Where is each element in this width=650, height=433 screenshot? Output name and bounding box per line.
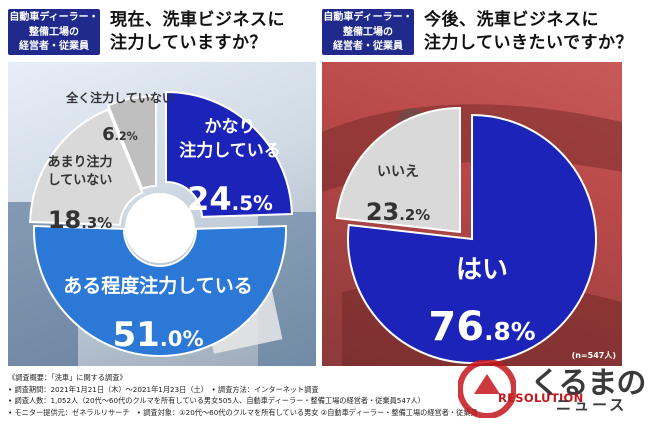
slice-wedge — [335, 106, 461, 234]
slice-label: かなり — [205, 117, 256, 137]
resolution-logo-text: RESOLUTION — [498, 391, 584, 405]
slice-value-label: 51.0% — [112, 315, 203, 355]
slice-1 — [165, 90, 293, 218]
slice-label: 全く注力していない — [65, 90, 174, 105]
news-logo-text: ニュース — [556, 396, 628, 414]
right-respondent-tag: 自動車ディーラー・ 整備工場の 経営者・従業員 — [322, 9, 414, 55]
survey-notes: 《調査概要：「洗車」に関する調査》 • 調査期間：2021年1月21日（木）～2… — [8, 372, 478, 418]
slice-wedge — [29, 108, 144, 226]
slice-3 — [29, 108, 144, 226]
kurumano-logo-text: くるまの — [530, 366, 646, 401]
slice-value-label: 76.8% — [428, 304, 535, 350]
right-chart-panel: はい 76.8% いいえ 23.2% (n=547人) — [322, 62, 622, 366]
slice-label: していない — [48, 173, 113, 188]
slice-label: あまり注力 — [47, 154, 112, 170]
left-respondent-tag: 自動車ディーラー・ 整備工場の 経営者・従業員 — [8, 9, 100, 55]
slice-2 — [33, 225, 287, 357]
right-pie-chart: はい 76.8% いいえ 23.2% (n=547人) — [335, 106, 616, 364]
left-question-title: 現在、洗車ビジネスに 注力していますか？ — [110, 10, 285, 53]
slice-label: はい — [456, 255, 508, 285]
slice-label: いいえ — [377, 164, 419, 180]
survey-period: • 調査期間：2021年1月21日（木）～2021年1月23日（土） • 調査方… — [8, 384, 319, 394]
survey-sample-size: • 調査人数：1,052人（20代～60代のクルマを所有している男女505人、自… — [8, 396, 425, 405]
left-respondent-tag-text: 自動車ディーラー・ 整備工場の 経営者・従業員 — [9, 12, 99, 52]
resolution-logo-mark — [458, 360, 516, 418]
slice-value-label: 18.3% — [48, 206, 112, 234]
left-chart-panel: かなり注力している 24.5% ある程度注力している 51.0% あまり注力していない 1… — [8, 62, 316, 366]
right-question-title: 今後、洗車ビジネスに 注力していきたいですか？ — [424, 10, 633, 53]
slice-2 — [335, 106, 461, 234]
slice-wedge — [347, 113, 597, 364]
slice-wedge — [33, 225, 287, 357]
slice-wedge — [106, 94, 157, 191]
survey-provider: • モニター提供元：ゼネラルリサーチ • 調査対象：①20代～60代のクルマを所… — [8, 407, 478, 417]
sample-size-note: (n=547人) — [572, 350, 616, 360]
right-respondent-tag-text: 自動車ディーラー・ 整備工場の 経営者・従業員 — [323, 12, 413, 52]
slice-wedge — [165, 90, 293, 218]
slice-value-label: 6.2% — [102, 124, 138, 145]
slice-value-label: 24.5% — [187, 180, 273, 218]
donut-hole — [125, 193, 195, 263]
survey-notes-title: 《調査概要：「洗車」に関する調査》 — [8, 373, 127, 382]
slice-4 — [106, 94, 157, 191]
slice-value-label: 23.2% — [366, 198, 430, 226]
slice-1 — [347, 113, 597, 364]
slice-label: ある程度注力している — [63, 274, 252, 297]
slice-label: 注力している — [179, 140, 281, 161]
